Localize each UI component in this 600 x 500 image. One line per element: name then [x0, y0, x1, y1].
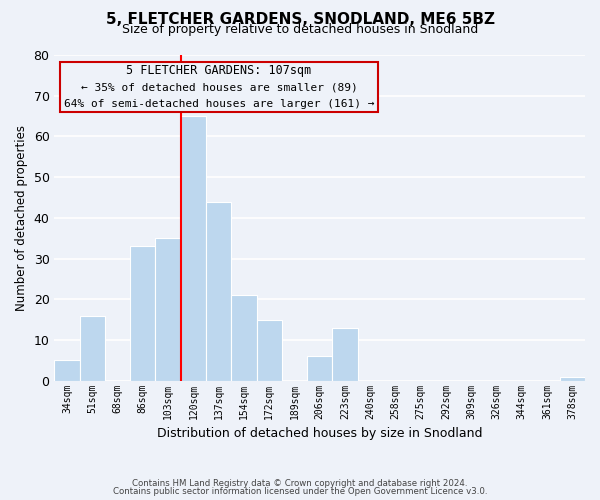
Bar — [55, 360, 80, 380]
FancyBboxPatch shape — [60, 62, 378, 112]
Y-axis label: Number of detached properties: Number of detached properties — [15, 125, 28, 311]
Text: ← 35% of detached houses are smaller (89): ← 35% of detached houses are smaller (89… — [80, 82, 357, 92]
Text: Contains HM Land Registry data © Crown copyright and database right 2024.: Contains HM Land Registry data © Crown c… — [132, 478, 468, 488]
Text: 5, FLETCHER GARDENS, SNODLAND, ME6 5BZ: 5, FLETCHER GARDENS, SNODLAND, ME6 5BZ — [106, 12, 494, 28]
Bar — [560, 376, 585, 380]
Text: Size of property relative to detached houses in Snodland: Size of property relative to detached ho… — [122, 22, 478, 36]
Bar — [130, 246, 155, 380]
Bar — [332, 328, 358, 380]
Bar — [257, 320, 282, 380]
X-axis label: Distribution of detached houses by size in Snodland: Distribution of detached houses by size … — [157, 427, 482, 440]
Bar — [307, 356, 332, 380]
Bar — [155, 238, 181, 380]
Bar — [181, 116, 206, 380]
Bar — [231, 295, 257, 380]
Bar — [80, 316, 105, 380]
Bar — [206, 202, 231, 380]
Text: 5 FLETCHER GARDENS: 107sqm: 5 FLETCHER GARDENS: 107sqm — [126, 64, 311, 77]
Text: 64% of semi-detached houses are larger (161) →: 64% of semi-detached houses are larger (… — [64, 100, 374, 110]
Text: Contains public sector information licensed under the Open Government Licence v3: Contains public sector information licen… — [113, 487, 487, 496]
